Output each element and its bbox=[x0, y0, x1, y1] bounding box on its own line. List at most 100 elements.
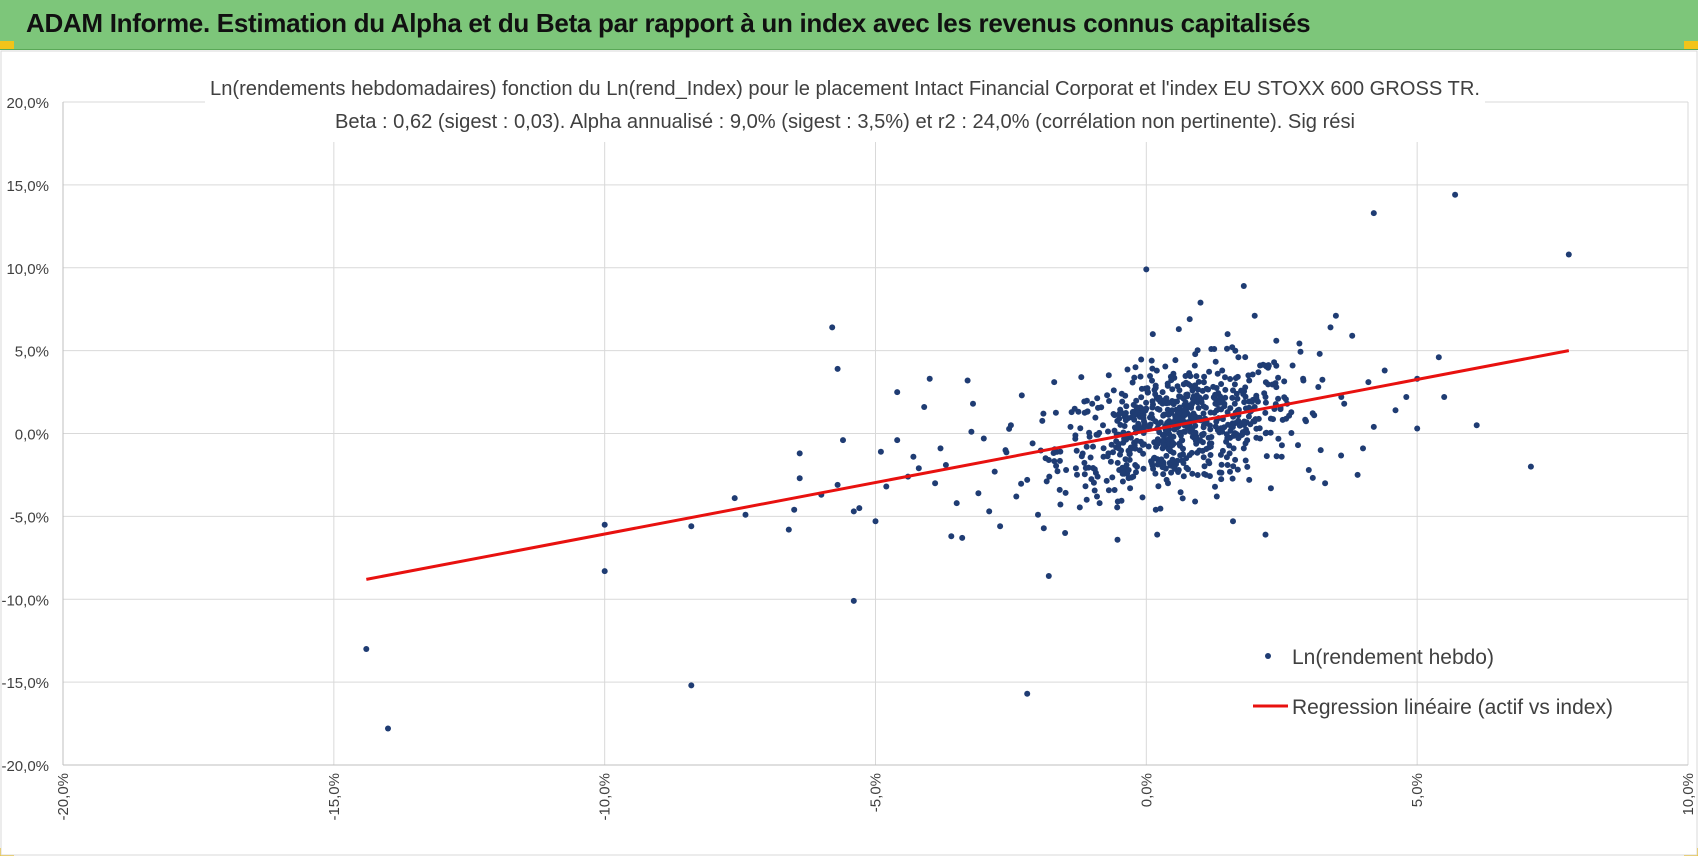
data-point bbox=[926, 375, 933, 382]
data-point bbox=[1163, 452, 1170, 459]
data-point bbox=[1086, 429, 1093, 436]
data-point bbox=[1303, 418, 1309, 425]
data-point bbox=[1179, 416, 1186, 423]
data-point bbox=[1083, 496, 1090, 503]
y-tick-label: -10,0% bbox=[1, 592, 49, 609]
data-point bbox=[1152, 391, 1159, 398]
data-point bbox=[688, 523, 695, 530]
data-point bbox=[1452, 191, 1459, 198]
data-point bbox=[1104, 392, 1111, 399]
data-point bbox=[1195, 378, 1202, 385]
data-point bbox=[1244, 463, 1251, 470]
data-point bbox=[959, 534, 966, 541]
data-point bbox=[1199, 439, 1206, 446]
data-point bbox=[1201, 373, 1208, 380]
corner-marker bbox=[1684, 41, 1698, 49]
data-point bbox=[1108, 441, 1115, 448]
data-point bbox=[1199, 432, 1206, 438]
data-point bbox=[1046, 473, 1053, 480]
data-point bbox=[1119, 478, 1126, 485]
data-point bbox=[1224, 462, 1231, 468]
data-point bbox=[785, 526, 792, 533]
data-point bbox=[1278, 453, 1285, 460]
data-point bbox=[1094, 395, 1101, 402]
data-point bbox=[1275, 435, 1282, 442]
data-point bbox=[1254, 398, 1261, 405]
data-point bbox=[1118, 390, 1125, 397]
data-point bbox=[1275, 374, 1282, 381]
data-point bbox=[1133, 437, 1140, 444]
data-point bbox=[915, 465, 922, 472]
y-tick-label: -15,0% bbox=[1, 675, 49, 692]
data-point bbox=[1087, 454, 1094, 461]
data-point bbox=[1105, 428, 1111, 435]
data-point bbox=[1127, 446, 1134, 453]
data-point bbox=[1168, 469, 1175, 476]
data-point bbox=[1096, 429, 1103, 436]
y-tick-label: 5,0% bbox=[15, 344, 49, 361]
data-point bbox=[1140, 415, 1147, 422]
data-point bbox=[1195, 386, 1202, 393]
data-point bbox=[1170, 449, 1177, 456]
data-point bbox=[363, 646, 370, 652]
data-point bbox=[1131, 412, 1138, 419]
chart-area: -20,0% -15,0% -10,0% -5,0% 0,0% 5,0% 10,0% 20,… bbox=[0, 50, 1698, 856]
data-point bbox=[1125, 415, 1132, 422]
data-point bbox=[1197, 299, 1204, 306]
data-point bbox=[1155, 421, 1162, 428]
data-point bbox=[1315, 384, 1322, 390]
data-point bbox=[1169, 386, 1176, 393]
data-point bbox=[1169, 456, 1176, 463]
data-point bbox=[932, 480, 939, 487]
data-point bbox=[975, 490, 982, 497]
data-point bbox=[601, 568, 608, 575]
data-point bbox=[1473, 422, 1480, 429]
data-point bbox=[1273, 453, 1280, 460]
data-point bbox=[1176, 404, 1183, 411]
data-point bbox=[1288, 430, 1295, 436]
data-point bbox=[1110, 449, 1116, 456]
data-point bbox=[1143, 399, 1150, 406]
data-point bbox=[1090, 465, 1097, 471]
data-point bbox=[1149, 365, 1156, 372]
data-point bbox=[1206, 368, 1213, 375]
data-point bbox=[986, 508, 993, 515]
data-point bbox=[1152, 506, 1159, 513]
data-point bbox=[1077, 425, 1084, 432]
data-point bbox=[1194, 347, 1201, 354]
data-point bbox=[1053, 462, 1060, 469]
data-point bbox=[1279, 416, 1286, 423]
data-point bbox=[1130, 473, 1137, 480]
x-tick-label: -20,0% bbox=[55, 773, 72, 821]
data-point bbox=[1134, 463, 1140, 470]
chart-title: Ln(rendements hebdomadaires) fonction du… bbox=[210, 78, 1480, 100]
data-point bbox=[1309, 474, 1316, 481]
data-point bbox=[1212, 483, 1218, 490]
data-point bbox=[1253, 434, 1260, 441]
data-point bbox=[1263, 453, 1270, 460]
data-point bbox=[1245, 372, 1252, 379]
data-point bbox=[1125, 475, 1132, 482]
data-point bbox=[1133, 397, 1140, 404]
data-point bbox=[1062, 489, 1069, 496]
data-point bbox=[1565, 251, 1572, 258]
data-point bbox=[1265, 364, 1272, 371]
data-point bbox=[894, 389, 901, 396]
data-point bbox=[1144, 389, 1151, 396]
data-point bbox=[1327, 324, 1334, 331]
data-point bbox=[1179, 495, 1186, 502]
data-point bbox=[1143, 266, 1150, 273]
data-point bbox=[1282, 396, 1289, 403]
x-tick-label: 5,0% bbox=[1409, 773, 1426, 807]
data-point bbox=[1166, 418, 1173, 424]
x-tick-label: -15,0% bbox=[326, 773, 343, 821]
data-point bbox=[1092, 414, 1099, 421]
data-point bbox=[1109, 474, 1116, 481]
data-point bbox=[1138, 385, 1145, 392]
data-point bbox=[1239, 431, 1246, 438]
data-point bbox=[1150, 401, 1156, 408]
data-point bbox=[1218, 476, 1225, 483]
data-point bbox=[1202, 394, 1209, 400]
data-point bbox=[1096, 500, 1103, 507]
data-point bbox=[1147, 373, 1153, 379]
